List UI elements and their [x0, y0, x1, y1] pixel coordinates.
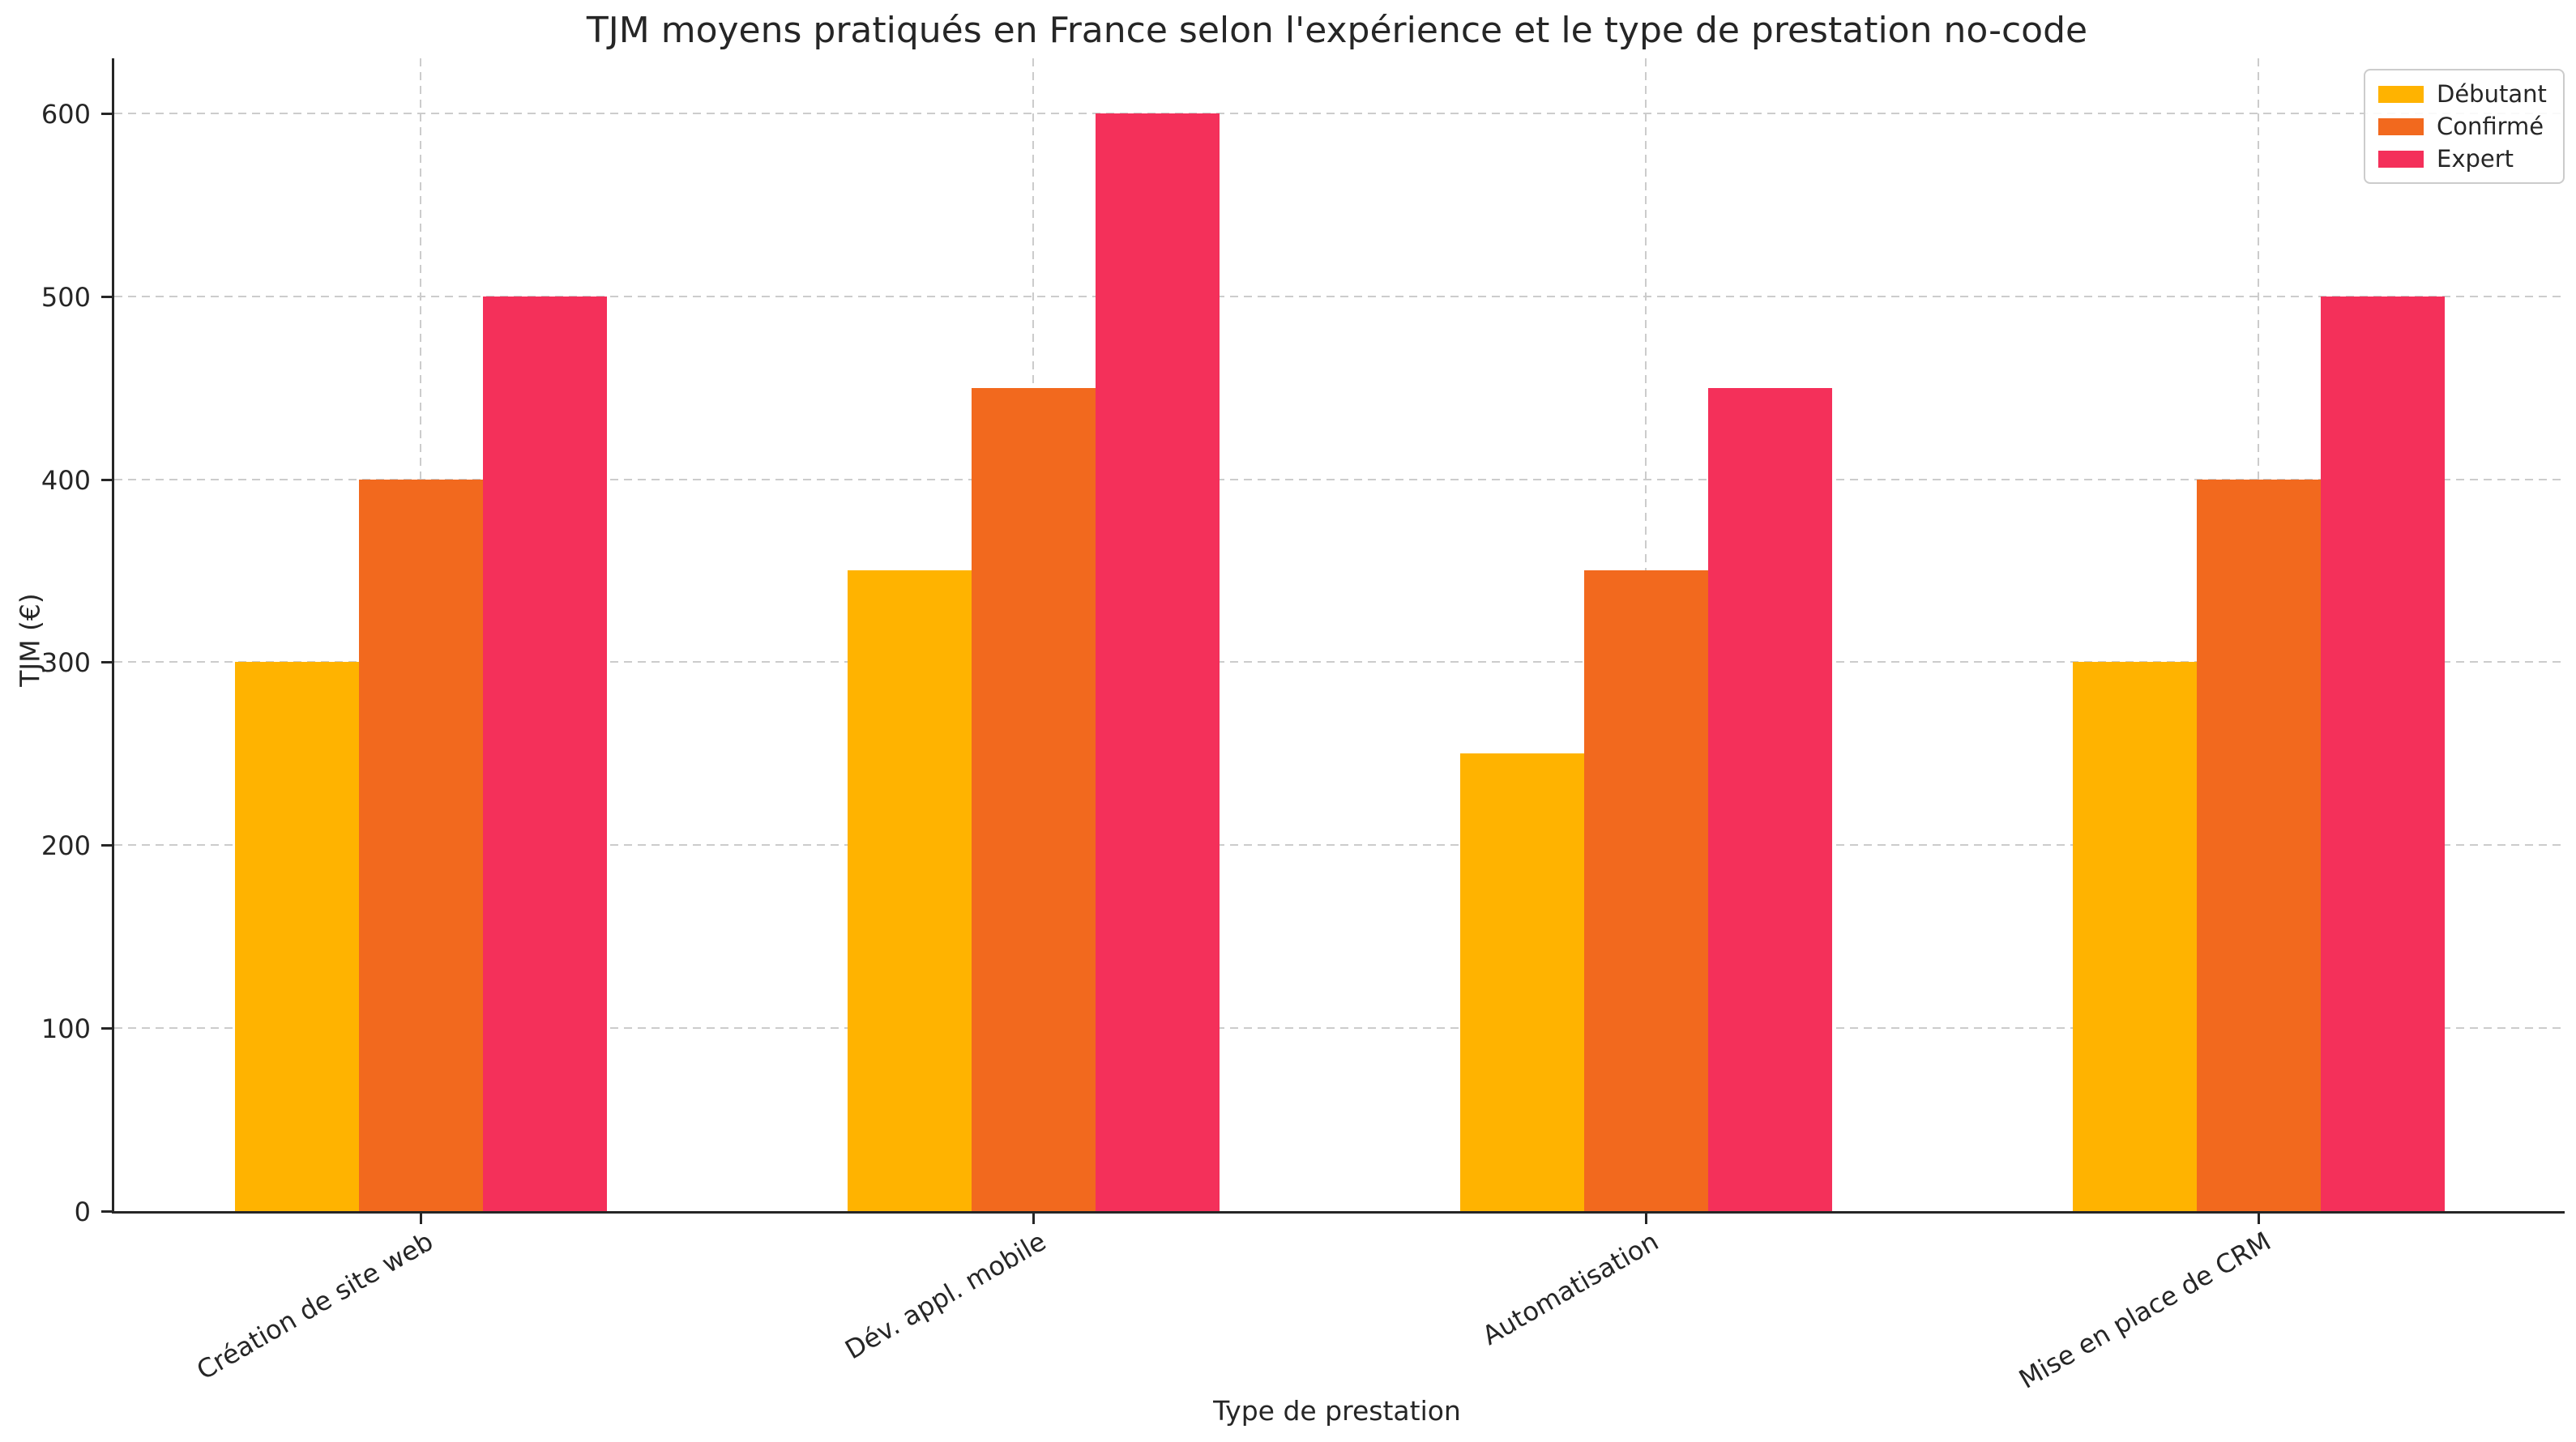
bar-expert-mise-en-place-de-crm: [2320, 296, 2445, 1211]
y-tick-label-600: 600: [41, 98, 91, 130]
y-tick-mark-600: [101, 112, 112, 115]
y-tick-label-200: 200: [41, 830, 91, 862]
legend-swatch-debutant: [2378, 85, 2424, 103]
legend-item-debutant: Débutant: [2378, 80, 2547, 108]
x-tick-label-mise-en-place-de-crm: Mise en place de CRM: [2014, 1226, 2276, 1395]
x-tick-mark-dev-appl-mobile: [1032, 1214, 1035, 1224]
y-tick-label-500: 500: [41, 281, 91, 313]
horizontal-gridline-100: [114, 1027, 2565, 1030]
bar-expert-automatisation: [1707, 387, 1832, 1211]
bar-expert-dev-appl-mobile: [1095, 113, 1220, 1211]
x-tick-mark-mise-en-place-de-crm: [2258, 1214, 2260, 1224]
y-tick-label-0: 0: [74, 1197, 91, 1227]
x-tick-mark-automatisation: [1645, 1214, 1647, 1224]
bar-debutant-mise-en-place-de-crm: [2072, 662, 2197, 1211]
y-tick-mark-200: [101, 844, 112, 847]
legend-label-debutant: Débutant: [2437, 80, 2547, 108]
bar-debutant-creation-de-site-web: [234, 662, 359, 1211]
horizontal-gridline-600: [114, 112, 2565, 114]
x-axis-label: Type de prestation: [1213, 1395, 1461, 1427]
bar-debutant-automatisation: [1459, 753, 1584, 1211]
y-tick-mark-100: [101, 1027, 112, 1030]
y-tick-mark-0: [101, 1210, 112, 1213]
plot-area: [101, 58, 2565, 1224]
legend-item-confirme: Confirmé: [2378, 113, 2547, 140]
bar-debutant-dev-appl-mobile: [847, 570, 972, 1211]
horizontal-gridline-300: [114, 661, 2565, 663]
legend-item-expert: Expert: [2378, 145, 2547, 173]
legend-swatch-expert: [2378, 150, 2424, 168]
y-tick-mark-300: [101, 661, 112, 664]
legend-label-confirme: Confirmé: [2437, 113, 2544, 140]
bar-confirme-automatisation: [1583, 570, 1708, 1211]
y-tick-label-300: 300: [41, 647, 91, 679]
x-tick-label-automatisation: Automatisation: [1476, 1226, 1664, 1351]
x-tick-label-dev-appl-mobile: Dév. appl. mobile: [839, 1226, 1051, 1366]
y-tick-mark-500: [101, 295, 112, 298]
x-tick-mark-creation-de-site-web: [420, 1214, 422, 1224]
horizontal-gridline-400: [114, 478, 2565, 480]
y-tick-label-100: 100: [41, 1013, 91, 1045]
legend-label-expert: Expert: [2437, 145, 2514, 173]
bar-confirme-creation-de-site-web: [358, 479, 483, 1211]
bar-expert-creation-de-site-web: [482, 296, 607, 1211]
legend: Débutant Confirmé Expert: [2364, 69, 2565, 184]
horizontal-gridline-500: [114, 295, 2565, 297]
y-tick-label-400: 400: [41, 464, 91, 496]
bar-confirme-dev-appl-mobile: [971, 387, 1096, 1211]
x-tick-label-creation-de-site-web: Création de site web: [191, 1226, 438, 1386]
y-tick-mark-400: [101, 478, 112, 481]
bar-confirme-mise-en-place-de-crm: [2196, 479, 2321, 1211]
chart-title: TJM moyens pratiqués en France selon l'e…: [586, 10, 2088, 51]
horizontal-gridline-200: [114, 844, 2565, 847]
legend-swatch-confirme: [2378, 117, 2424, 135]
